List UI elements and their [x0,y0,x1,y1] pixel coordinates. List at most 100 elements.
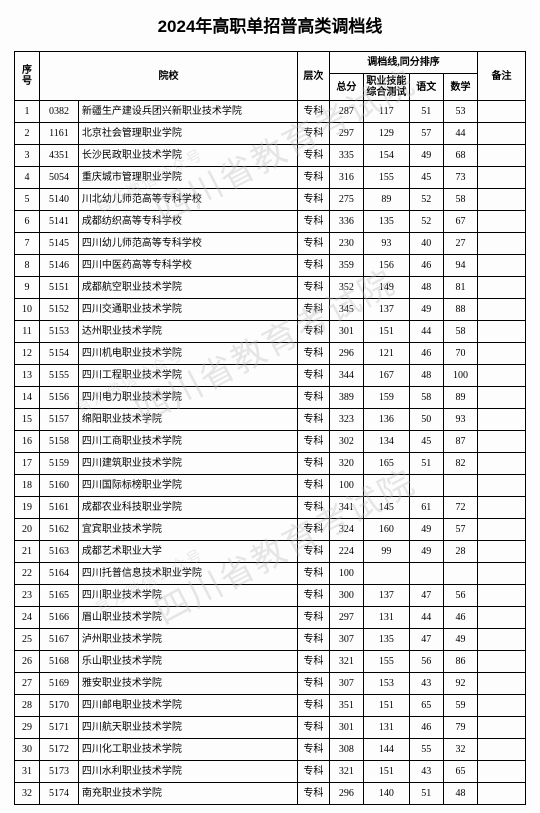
cell-skill: 155 [364,167,410,189]
cell-code: 5169 [40,673,79,695]
cell-chinese: 51 [409,783,443,805]
cell-total: 359 [329,255,363,277]
cell-chinese: 44 [409,321,443,343]
cell-chinese: 46 [409,343,443,365]
cell-level: 专科 [297,211,329,233]
cell-math: 27 [443,233,477,255]
cell-code: 5154 [40,343,79,365]
cell-index: 5 [15,189,40,211]
cell-chinese: 45 [409,167,443,189]
table-row: 235165四川职业技术学院专科3001374756 [15,585,526,607]
cell-chinese: 48 [409,365,443,387]
cell-note [478,497,526,519]
table-body: 10382新疆生产建设兵团兴新职业技术学院专科287117515321161北京… [15,101,526,805]
cell-note [478,101,526,123]
cell-level: 专科 [297,365,329,387]
table-row: 205162宜宾职业技术学院专科3241604957 [15,519,526,541]
col-note: 备注 [478,52,526,101]
cell-code: 5159 [40,453,79,475]
cell-total: 308 [329,739,363,761]
table-row: 185160四川国际标榜职业学院专科100 [15,475,526,497]
cell-code: 5152 [40,299,79,321]
cell-level: 专科 [297,343,329,365]
cell-total: 302 [329,431,363,453]
cell-school: 四川工商职业技术学院 [78,431,297,453]
cell-level: 专科 [297,761,329,783]
cell-school: 新疆生产建设兵团兴新职业技术学院 [78,101,297,123]
cell-chinese: 46 [409,255,443,277]
cell-level: 专科 [297,673,329,695]
cell-school: 四川交通职业技术学院 [78,299,297,321]
cell-note [478,255,526,277]
cell-total: 316 [329,167,363,189]
cell-skill: 117 [364,101,410,123]
cell-school: 达州职业技术学院 [78,321,297,343]
cell-level: 专科 [297,541,329,563]
col-total: 总分 [329,74,363,101]
cell-level: 专科 [297,189,329,211]
cell-math: 70 [443,343,477,365]
cell-index: 15 [15,409,40,431]
cell-level: 专科 [297,783,329,805]
cell-index: 24 [15,607,40,629]
cell-skill: 160 [364,519,410,541]
cell-total: 336 [329,211,363,233]
table-row: 275169雅安职业技术学院专科3071534392 [15,673,526,695]
cell-index: 4 [15,167,40,189]
cell-code: 1161 [40,123,79,145]
cell-chinese: 58 [409,387,443,409]
cell-note [478,233,526,255]
cell-index: 20 [15,519,40,541]
cell-note [478,519,526,541]
cell-code: 5153 [40,321,79,343]
cell-school: 眉山职业技术学院 [78,607,297,629]
cell-skill: 153 [364,673,410,695]
cell-school: 四川化工职业技术学院 [78,739,297,761]
cell-index: 30 [15,739,40,761]
cell-math: 89 [443,387,477,409]
cell-total: 296 [329,783,363,805]
cell-school: 川北幼儿师范高等专科学校 [78,189,297,211]
cell-note [478,277,526,299]
cell-index: 2 [15,123,40,145]
cell-total: 324 [329,519,363,541]
cell-math: 94 [443,255,477,277]
cell-skill: 93 [364,233,410,255]
cell-code: 5158 [40,431,79,453]
cell-code: 5160 [40,475,79,497]
cell-school: 四川托普信息技术职业学院 [78,563,297,585]
table-row: 315173四川水利职业技术学院专科3211514365 [15,761,526,783]
cell-skill [364,475,410,497]
cell-skill: 129 [364,123,410,145]
cell-level: 专科 [297,167,329,189]
table-row: 10382新疆生产建设兵团兴新职业技术学院专科2871175153 [15,101,526,123]
cell-code: 5166 [40,607,79,629]
cell-skill: 137 [364,299,410,321]
cell-math: 56 [443,585,477,607]
cell-note [478,189,526,211]
cell-school: 四川国际标榜职业学院 [78,475,297,497]
cell-total: 224 [329,541,363,563]
cell-skill: 165 [364,453,410,475]
cell-skill: 137 [364,585,410,607]
cell-skill: 140 [364,783,410,805]
cell-total: 351 [329,695,363,717]
cell-math: 92 [443,673,477,695]
cell-school: 四川中医药高等专科学校 [78,255,297,277]
cell-note [478,321,526,343]
cell-index: 19 [15,497,40,519]
cell-code: 5165 [40,585,79,607]
cell-index: 27 [15,673,40,695]
cell-note [478,783,526,805]
cell-school: 成都纺织高等专科学校 [78,211,297,233]
table-row: 45054重庆城市管理职业学院专科3161554573 [15,167,526,189]
cell-school: 长沙民政职业技术学院 [78,145,297,167]
table-row: 175159四川建筑职业技术学院专科3201655182 [15,453,526,475]
cell-code: 5164 [40,563,79,585]
cell-math: 100 [443,365,477,387]
col-math: 数学 [443,74,477,101]
cell-code: 5155 [40,365,79,387]
table-row: 95151成都航空职业技术学院专科3521494881 [15,277,526,299]
cell-math: 67 [443,211,477,233]
cell-total: 321 [329,651,363,673]
